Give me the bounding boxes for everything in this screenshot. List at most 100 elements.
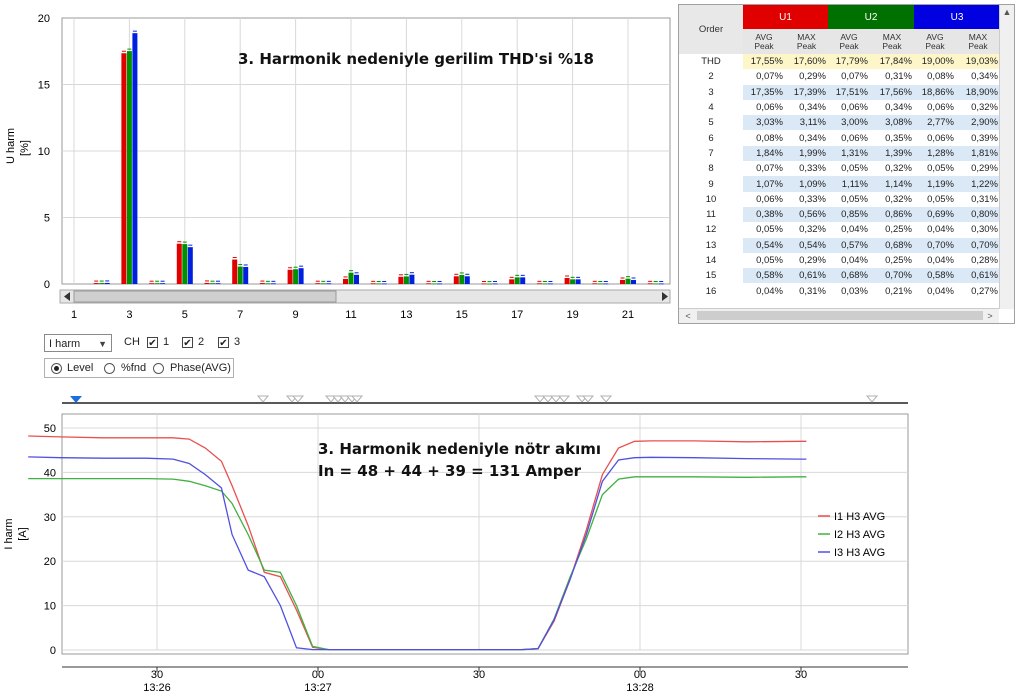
- fnd-radio[interactable]: [104, 363, 115, 374]
- table-row: 10 0,06% 0,33% 0,05% 0,32% 0,05% 0,31%: [679, 191, 1000, 207]
- value-cell: 19,00%: [914, 54, 956, 70]
- value-cell: 0,05%: [914, 191, 956, 207]
- scroll-left-icon[interactable]: [64, 292, 70, 301]
- value-cell: 0,31%: [956, 191, 1000, 207]
- u3-header: U3: [914, 5, 1000, 29]
- bar-h10-ch3: [326, 283, 332, 285]
- level-radio[interactable]: [51, 363, 62, 374]
- table-row: 11 0,38% 0,56% 0,85% 0,86% 0,69% 0,80%: [679, 206, 1000, 223]
- bar-h22-ch2: [653, 283, 659, 285]
- table-vertical-scrollbar[interactable]: ▲: [999, 5, 1014, 309]
- table-scroll-right-icon[interactable]: >: [987, 311, 993, 321]
- event-triangle-icon[interactable]: [549, 395, 563, 403]
- value-cell: 0,05%: [743, 222, 785, 238]
- line-y-label-line1: I harm: [3, 518, 15, 549]
- legend-label: I1 H3 AVG: [834, 511, 885, 523]
- sub-header: AVG Peak: [914, 29, 956, 54]
- bar-h5-ch1: [176, 243, 182, 284]
- order-cell: 15: [705, 270, 717, 282]
- value-cell: 0,86%: [870, 206, 914, 223]
- value-cell: 0,07%: [743, 161, 785, 177]
- event-triangle-icon[interactable]: [533, 395, 547, 403]
- event-triangle-icon[interactable]: [331, 395, 345, 403]
- bar-scrollbar-thumb[interactable]: [73, 290, 337, 303]
- bar-h18-ch3: [547, 283, 553, 285]
- event-triangle-icon[interactable]: [599, 395, 613, 403]
- event-triangle-icon[interactable]: [865, 395, 879, 403]
- bar-h9-ch2: [293, 269, 299, 284]
- ch2-checkbox[interactable]: ✔: [182, 337, 193, 349]
- legend-label: I3 H3 AVG: [834, 547, 885, 559]
- table-hscroll-thumb[interactable]: [697, 311, 983, 320]
- line-x-tick-label: 00: [312, 669, 324, 681]
- value-cell: 3,03%: [743, 115, 785, 131]
- bar-h8-ch3: [270, 283, 276, 285]
- value-cell: 17,79%: [828, 54, 870, 70]
- event-triangle-icon[interactable]: [338, 395, 352, 403]
- event-triangle-icon[interactable]: [541, 395, 555, 403]
- value-cell: 0,06%: [743, 99, 785, 116]
- value-cell: 0,30%: [956, 222, 1000, 238]
- bar-h14-ch2: [431, 283, 437, 285]
- table-horizontal-scrollbar[interactable]: < >: [679, 308, 999, 323]
- sub-header: MAX Peak: [785, 29, 828, 54]
- bar-h15-ch1: [453, 276, 459, 284]
- ch1-checkbox[interactable]: ✔: [147, 337, 158, 349]
- bar-h3-ch2: [126, 51, 132, 284]
- value-cell: 3,00%: [828, 115, 870, 131]
- value-cell: 0,58%: [743, 268, 785, 284]
- line-annotation-2: In = 48 + 44 + 39 = 131 Amper: [318, 462, 582, 480]
- order-cell: THD: [701, 56, 721, 68]
- bar-h6-ch3: [215, 283, 221, 285]
- bar-h13-ch2: [403, 276, 409, 284]
- value-cell: 0,57%: [828, 237, 870, 253]
- event-triangle-icon[interactable]: [581, 395, 595, 403]
- value-cell: 0,70%: [956, 237, 1000, 253]
- value-cell: 0,05%: [828, 161, 870, 177]
- bar-h3-ch3: [132, 33, 138, 284]
- scroll-right-icon[interactable]: [662, 292, 668, 301]
- bar-x-tick-label: 5: [182, 309, 188, 321]
- event-triangle-icon[interactable]: [350, 395, 364, 403]
- value-cell: 0,08%: [743, 130, 785, 146]
- measurement-select[interactable]: I harm ▼: [44, 334, 112, 352]
- bar-h13-ch1: [398, 276, 404, 284]
- value-cell: 0,06%: [828, 130, 870, 146]
- value-cell: 0,05%: [914, 161, 956, 177]
- line-y-tick-label: 0: [50, 645, 56, 657]
- bar-h7-ch3: [243, 266, 249, 284]
- event-triangle-icon[interactable]: [291, 395, 305, 403]
- value-cell: 0,08%: [914, 69, 956, 85]
- order-header: Order: [679, 5, 743, 54]
- order-cell: 9: [708, 178, 714, 190]
- order-cell: 7: [708, 147, 714, 159]
- value-cell: 2,90%: [956, 115, 1000, 131]
- event-triangle-icon[interactable]: [256, 395, 270, 403]
- bar-x-tick-label: 15: [456, 309, 468, 321]
- measurement-select-value: I harm: [49, 338, 81, 350]
- line-series-3: [28, 456, 807, 651]
- value-cell: 0,34%: [785, 130, 828, 146]
- value-cell: 0,34%: [956, 69, 1000, 85]
- bar-h2-ch2: [99, 283, 105, 284]
- line-y-tick-label: 50: [44, 423, 56, 435]
- value-cell: 0,27%: [956, 283, 1000, 299]
- event-triangle-icon[interactable]: [557, 395, 571, 403]
- bar-h6-ch1: [204, 282, 210, 284]
- value-cell: 1,31%: [828, 145, 870, 162]
- phase-radio[interactable]: [153, 363, 164, 374]
- event-triangle-icon[interactable]: [324, 395, 338, 403]
- value-cell: 17,84%: [870, 54, 914, 70]
- bar-h22-ch3: [658, 283, 664, 285]
- value-cell: 1,14%: [870, 176, 914, 192]
- value-cell: 1,28%: [914, 145, 956, 162]
- ch3-checkbox[interactable]: ✔: [218, 337, 229, 349]
- bar-x-tick-label: 21: [622, 309, 634, 321]
- event-marker-icon[interactable]: [70, 396, 82, 403]
- table-scroll-left-icon[interactable]: <: [685, 311, 691, 321]
- bar-h7-ch1: [232, 259, 238, 284]
- value-cell: 0,56%: [785, 206, 828, 223]
- bar-y-tick-label: 0: [44, 279, 50, 291]
- scroll-up-icon[interactable]: ▲: [1002, 7, 1012, 17]
